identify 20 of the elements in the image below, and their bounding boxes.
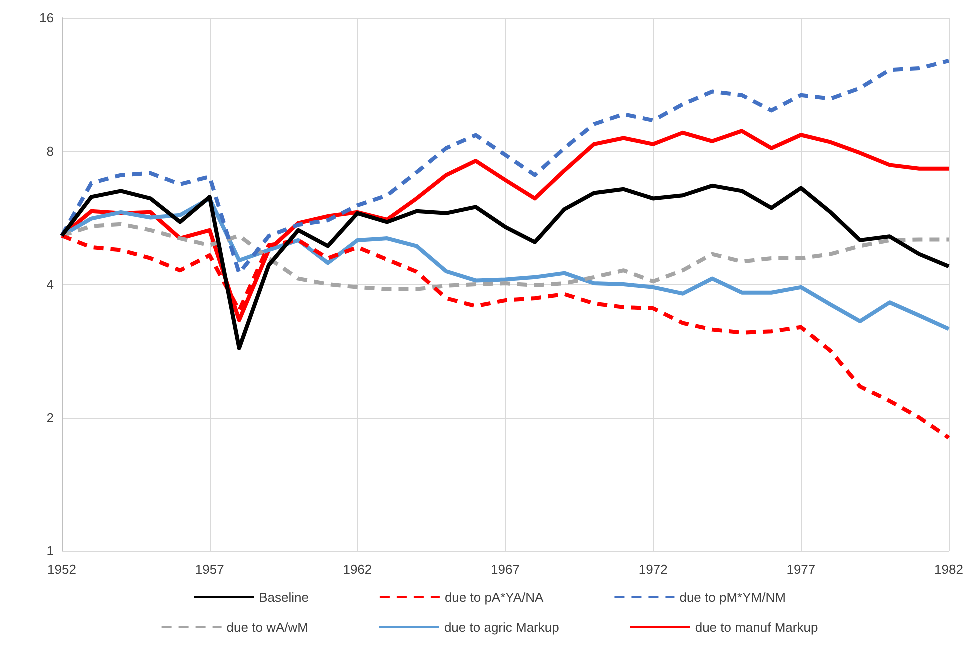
x-tick-label: 1982 xyxy=(934,562,964,577)
legend-label: due to manuf Markup xyxy=(695,620,818,635)
line-series xyxy=(60,184,951,350)
legend-label: Baseline xyxy=(259,590,309,605)
y-tick-label: 16 xyxy=(40,10,54,26)
legend-label: due to agric Markup xyxy=(444,620,560,635)
x-tick-label: 1962 xyxy=(343,562,372,577)
x-tick-label: 1972 xyxy=(638,562,668,577)
x-tick-label: 1952 xyxy=(48,562,76,577)
legend-label: due to wA/wM xyxy=(226,620,308,635)
line-series xyxy=(60,58,951,276)
y-tick-label: 8 xyxy=(46,144,54,159)
legend-label: due to pA*YA/NA xyxy=(444,590,544,605)
y-tick-label: 4 xyxy=(46,277,54,292)
y-tick-label: 1 xyxy=(46,544,54,558)
legend-label: due to pM*YM/NM xyxy=(680,590,786,605)
x-tick-label: 1967 xyxy=(491,562,520,577)
x-tick-label: 1957 xyxy=(195,562,224,577)
y-tick-label: 2 xyxy=(46,410,54,426)
x-tick-label: 1977 xyxy=(786,562,816,577)
